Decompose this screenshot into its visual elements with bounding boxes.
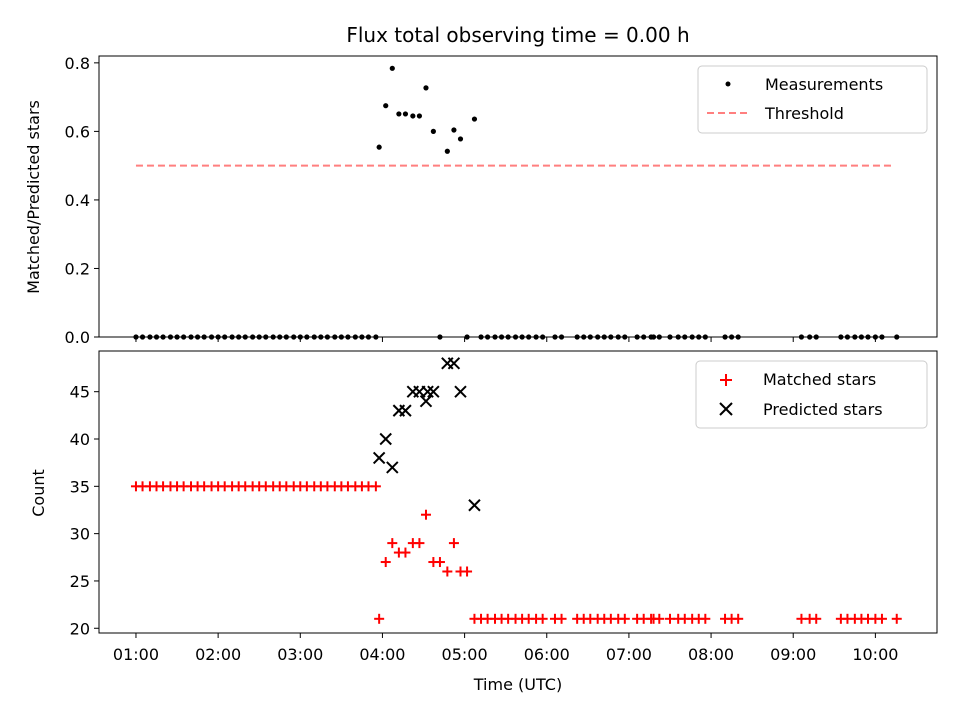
matched-stars-point <box>537 613 548 624</box>
counts-y-tick-label: 25 <box>70 572 90 591</box>
matched-stars-point <box>654 613 665 624</box>
x-tick-label: 04:00 <box>359 645 405 664</box>
counts-y-axis-label: Count <box>29 469 48 517</box>
x-axis-label: Time (UTC) <box>473 675 562 694</box>
predicted-stars-point <box>427 385 440 398</box>
predicted-stars-point <box>419 394 433 408</box>
matched-stars-point <box>811 613 822 624</box>
matched-stars-point <box>462 566 473 577</box>
legend-predicted-marker <box>719 402 733 416</box>
legend-measurements-label: Measurements <box>765 75 883 94</box>
x-tick-label: 09:00 <box>770 645 816 664</box>
matched-stars-point <box>380 557 391 568</box>
ratio-legend: Measurements Threshold <box>697 65 928 134</box>
matched-stars-point <box>619 613 630 624</box>
predicted-stars-point <box>468 499 481 512</box>
ratio-y-tick-label: 0.4 <box>65 191 90 210</box>
counts-y-tick-label: 30 <box>70 525 90 544</box>
x-tick-label: 10:00 <box>852 645 898 664</box>
counts-y-tick-label: 40 <box>70 430 90 449</box>
matched-stars-point <box>448 538 459 549</box>
measurements-point <box>423 85 429 91</box>
predicted-stars-point <box>386 461 399 474</box>
matched-stars-point <box>420 509 431 520</box>
measurements-point <box>389 65 395 71</box>
counts-panel: 20 25 30 35 40 45 01:00 02:00 03:00 04:00 05:00 06… <box>29 350 938 694</box>
matched-stars-point <box>876 613 887 624</box>
measurements-point <box>396 111 402 117</box>
matched-stars-point <box>370 481 381 492</box>
counts-axes-frame <box>98 350 938 634</box>
counts-legend: Matched stars Predicted stars <box>695 360 928 429</box>
matched-stars-point <box>400 547 411 558</box>
predicted-stars-point <box>421 385 434 398</box>
matched-stars-point <box>387 538 398 549</box>
ratio-panel: 0.00.20.40.60.8 Matched/Predicted stars … <box>24 54 938 347</box>
x-tick-label: 02:00 <box>195 645 241 664</box>
x-tick-label: 06:00 <box>524 645 570 664</box>
ratio-y-ticks: 0.0 0.2 0.4 0.6 0.8 <box>65 54 99 347</box>
measurements-point <box>402 111 409 117</box>
predicted-stars-point <box>454 385 467 398</box>
x-tick-label: 03:00 <box>277 645 323 664</box>
predicted-stars-point <box>399 404 412 417</box>
ratio-y-tick-label: 0.2 <box>65 259 90 278</box>
predicted-stars-point <box>372 451 386 465</box>
ratio-axes-frame <box>98 55 938 338</box>
matched-stars-point <box>414 538 425 549</box>
matched-stars-point <box>891 613 902 624</box>
predicted-stars-point <box>447 357 461 370</box>
x-tick-label: 05:00 <box>442 645 488 664</box>
measurements-point <box>451 127 457 133</box>
legend-threshold-label: Threshold <box>764 104 844 123</box>
x-tick-label: 01:00 <box>113 645 159 664</box>
matched-stars-point <box>374 613 385 624</box>
measurements-point <box>416 113 423 119</box>
measurements-point <box>457 136 464 142</box>
counts-y-tick-label: 20 <box>70 619 90 638</box>
matched-stars-point <box>442 566 453 577</box>
matched-stars-point <box>556 613 567 624</box>
x-tick-label: 08:00 <box>688 645 734 664</box>
legend-measurements-marker <box>725 81 731 87</box>
measurements-point <box>471 116 478 122</box>
counts-y-tick-label: 45 <box>70 383 90 402</box>
measurements-point <box>444 148 450 154</box>
matched-stars-point <box>700 613 711 624</box>
ratio-y-tick-label: 0.8 <box>65 54 90 73</box>
ratio-y-axis-label: Matched/Predicted stars <box>24 100 43 294</box>
chart-title: Flux total observing time = 0.00 h <box>346 23 689 47</box>
counts-series-group <box>130 357 902 624</box>
counts-x-ticks: 01:00 02:00 03:00 04:00 05:00 06:00 07:00 08:00… <box>113 633 898 664</box>
legend-matched-label: Matched stars <box>763 370 876 389</box>
x-tick-label: 07:00 <box>606 645 652 664</box>
matched-stars-point <box>434 557 445 568</box>
measurements-point <box>430 128 436 134</box>
measurements-point <box>376 144 382 150</box>
measurements-point <box>410 113 416 119</box>
counts-y-ticks: 20 25 30 35 40 45 <box>70 383 99 638</box>
measurements-point <box>383 103 389 109</box>
predicted-stars-point <box>379 432 392 446</box>
ratio-legend-box <box>697 65 928 134</box>
legend-matched-marker <box>720 374 732 386</box>
counts-legend-box <box>695 360 928 429</box>
ratio-y-tick-label: 0.0 <box>65 328 90 347</box>
counts-y-tick-label: 35 <box>70 477 90 496</box>
legend-predicted-label: Predicted stars <box>763 400 883 419</box>
ratio-y-tick-label: 0.6 <box>65 122 90 141</box>
matched-stars-point <box>733 613 744 624</box>
